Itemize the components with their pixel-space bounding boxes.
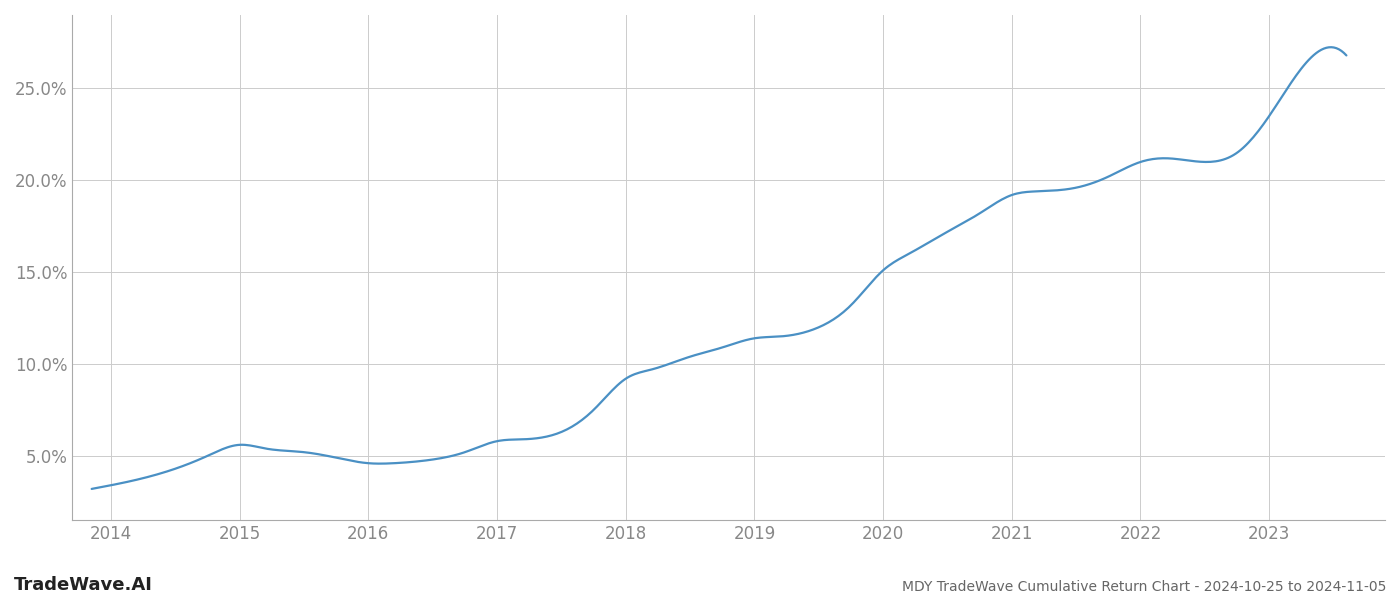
Text: MDY TradeWave Cumulative Return Chart - 2024-10-25 to 2024-11-05: MDY TradeWave Cumulative Return Chart - … [902, 580, 1386, 594]
Text: TradeWave.AI: TradeWave.AI [14, 576, 153, 594]
